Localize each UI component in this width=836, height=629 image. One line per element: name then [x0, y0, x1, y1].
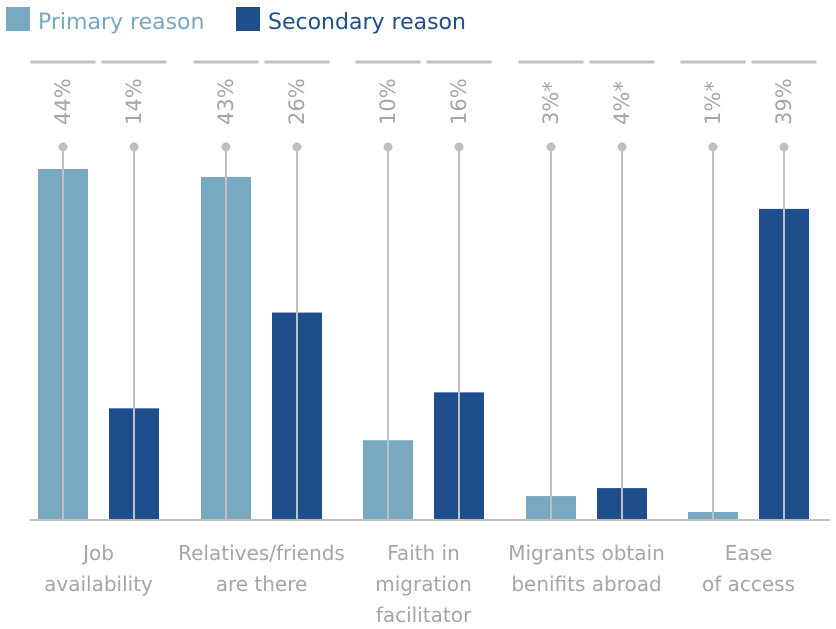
value-label-primary-3: 3%* — [539, 81, 563, 125]
guide-dot-0-0 — [58, 142, 68, 152]
category-label-0: Job availability — [44, 541, 153, 596]
value-label-secondary-0: 14% — [122, 78, 146, 125]
category-label-3: Migrants obtain benifits abroad — [508, 541, 665, 596]
guide-dot-1-3 — [617, 142, 627, 152]
guide-layer — [30, 60, 830, 521]
value-label-secondary-1: 26% — [285, 78, 309, 125]
value-label-primary-1: 43% — [214, 78, 238, 125]
value-label-secondary-4: 39% — [772, 78, 796, 125]
guide-dot-1-2 — [454, 142, 464, 152]
guide-dot-1-1 — [292, 142, 302, 152]
value-label-secondary-2: 16% — [447, 78, 471, 125]
category-label-4: Ease of access — [702, 541, 795, 596]
category-label-2: Faith in migration facilitator — [375, 541, 472, 627]
legend-swatch-secondary — [236, 7, 260, 31]
value-label-primary-4: 1%* — [701, 81, 725, 125]
guide-dot-0-2 — [383, 142, 393, 152]
guide-dot-0-3 — [546, 142, 556, 152]
guide-dot-0-1 — [221, 142, 231, 152]
value-label-secondary-3: 4%* — [610, 81, 634, 125]
value-label-primary-2: 10% — [376, 78, 400, 125]
legend-label-secondary: Secondary reason — [268, 10, 466, 35]
guide-dot-1-4 — [779, 142, 789, 152]
legend: Primary reason Secondary reason — [6, 7, 466, 35]
category-labels-layer: Job availability Relatives/friends are ther… — [44, 541, 795, 627]
guide-dot-0-4 — [708, 142, 718, 152]
guide-dot-1-0 — [129, 142, 139, 152]
category-label-1: Relatives/friends are there — [178, 541, 345, 596]
value-label-primary-0: 44% — [51, 78, 75, 125]
value-labels-layer: 44% 14% 43% 26% 10% 16% 3%* 4%* 1%* 39% — [51, 78, 796, 125]
legend-label-primary: Primary reason — [38, 10, 204, 35]
legend-swatch-primary — [6, 7, 30, 31]
bars-layer — [38, 169, 809, 521]
